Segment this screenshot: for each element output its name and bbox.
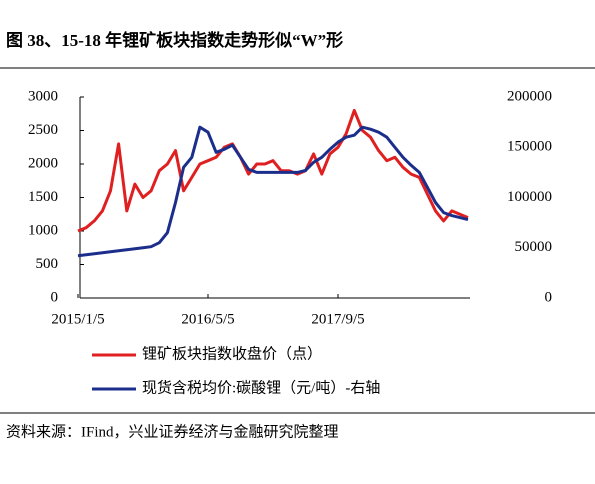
y2-tick-label: 200000 (507, 88, 552, 104)
y2-tick-label: 100000 (507, 189, 552, 205)
y2-tick-label: 150000 (507, 139, 552, 155)
source: 资料来源：IFind，兴业证券经济与金融研究院整理 (6, 422, 339, 440)
y-tick-label: 2000 (28, 155, 58, 171)
chart-title: 图 38、15-18 年锂矿板块指数走势形似“W”形 (6, 30, 343, 50)
x-tick-label: 2015/1/5 (51, 311, 104, 327)
series-line (77, 108, 469, 233)
legend-label: 锂矿板块指数收盘价（点） (142, 344, 322, 362)
y-tick-label: 3000 (28, 88, 58, 104)
series-line (77, 125, 469, 258)
y-tick-label: 2500 (28, 122, 58, 138)
y-tick-label: 0 (51, 289, 59, 305)
y-tick-label: 1000 (28, 222, 58, 238)
x-tick-label: 2016/5/5 (181, 311, 234, 327)
y-tick-label: 1500 (28, 189, 58, 205)
legend-label: 现货含税均价:碳酸锂（元/吨）-右轴 (142, 379, 380, 396)
y-tick-label: 500 (36, 256, 59, 272)
y2-tick-label: 0 (545, 289, 553, 305)
y2-tick-label: 50000 (515, 239, 553, 255)
x-tick-label: 2017/9/5 (311, 311, 364, 327)
